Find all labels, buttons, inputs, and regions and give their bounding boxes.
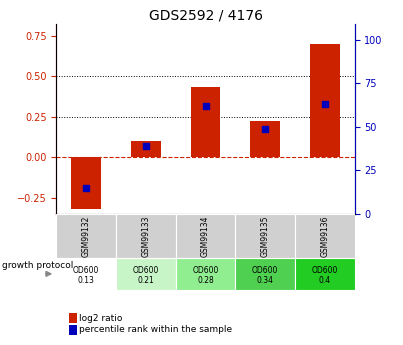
Bar (176, 214, 235, 258)
Point (262, 126, 268, 131)
Bar (176, 258, 235, 290)
Bar (131, 141, 161, 157)
Bar (235, 214, 295, 258)
Text: percentile rank within the sample: percentile rank within the sample (79, 325, 233, 334)
Bar (56, 258, 116, 290)
Point (322, 101, 328, 107)
Bar (235, 258, 295, 290)
Text: OD600: OD600 (133, 266, 159, 275)
Text: growth protocol: growth protocol (2, 261, 73, 270)
Bar (191, 87, 220, 157)
Title: GDS2592 / 4176: GDS2592 / 4176 (149, 9, 262, 23)
Text: 0.4: 0.4 (319, 276, 331, 285)
Text: GSM99133: GSM99133 (141, 215, 150, 257)
Text: GSM99134: GSM99134 (201, 215, 210, 257)
Text: OD600: OD600 (73, 266, 100, 275)
Text: OD600: OD600 (192, 266, 219, 275)
Text: GSM99132: GSM99132 (82, 215, 91, 257)
Text: OD600: OD600 (312, 266, 338, 275)
Bar (310, 43, 340, 157)
Text: OD600: OD600 (252, 266, 278, 275)
Text: 0.13: 0.13 (78, 276, 95, 285)
Text: 0.21: 0.21 (137, 276, 154, 285)
Bar (71, 157, 101, 209)
Point (83, 185, 89, 190)
Point (202, 103, 209, 109)
Text: 0.28: 0.28 (197, 276, 214, 285)
Bar (250, 121, 280, 157)
Point (143, 143, 149, 149)
Text: log2 ratio: log2 ratio (79, 314, 123, 323)
Text: GSM99136: GSM99136 (320, 215, 329, 257)
Bar (116, 214, 176, 258)
Bar (56, 214, 116, 258)
Text: 0.34: 0.34 (257, 276, 274, 285)
Bar (295, 214, 355, 258)
Text: GSM99135: GSM99135 (261, 215, 270, 257)
Bar (116, 258, 176, 290)
Bar (295, 258, 355, 290)
